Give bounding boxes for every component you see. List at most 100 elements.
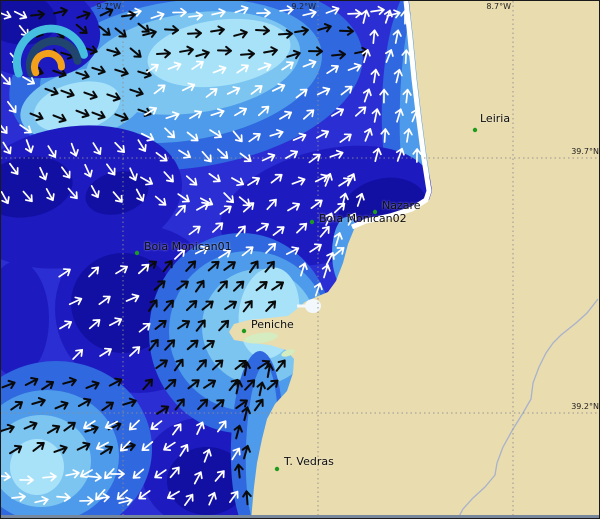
flow-arrow [52,113,67,123]
flow-arrow [326,64,339,75]
flow-arrow [201,300,214,311]
flow-arrow [354,106,367,117]
flow-arrow [216,420,227,433]
flow-arrow [163,171,174,183]
flow-arrow [106,163,116,176]
lagoon [305,299,321,313]
flow-arrow [169,466,180,479]
flow-arrow [147,299,158,312]
flow-arrow [79,496,94,506]
flow-arrow [370,5,385,16]
flow-arrow [248,132,261,143]
flow-arrow [162,260,173,273]
wave-arcs-logo [12,24,88,78]
flow-arrow [95,488,106,501]
flow-arrow [67,187,78,200]
flow-arrow [186,131,199,142]
flow-arrow [325,5,340,15]
flow-arrow [53,444,68,454]
flow-arrow [395,147,405,162]
flow-arrow [207,260,220,272]
flow-arrow [45,188,55,202]
flow-arrow [231,447,241,461]
flow-arrow [163,441,176,451]
flow-arrow [372,147,382,163]
flow-arrow [177,193,190,203]
flow-arrow [60,88,75,99]
flow-arrow [347,212,357,226]
flow-arrow [202,448,212,463]
flow-arrow [98,25,111,36]
flow-arrow [98,295,111,306]
flow-arrow [188,11,203,21]
flow-arrow [242,202,255,213]
flow-arrow [127,7,142,17]
flow-arrow [403,128,413,143]
flow-arrow [53,6,68,17]
flow-arrow [13,10,28,20]
flow-arrow [340,85,353,96]
flow-arrow [316,86,331,96]
flow-arrow [135,188,145,202]
flow-arrow [232,280,245,292]
flow-arrow [132,468,145,479]
flow-arrow [285,149,299,159]
flow-arrow [402,88,412,104]
flow-arrow [394,108,404,123]
flow-arrow [32,441,45,452]
flow-arrow [164,339,176,351]
flow-arrow [253,398,264,412]
flow-arrow [242,490,252,506]
flow-arrow [79,469,93,479]
flow-arrow [19,475,34,485]
flow-arrow [193,471,203,485]
flow-arrow [77,397,92,407]
flow-arrow [266,198,277,211]
flow-arrow [234,5,249,15]
flow-arrow [10,400,23,411]
flow-arrow [208,491,217,506]
flow-arrow [165,111,180,121]
flow-arrow [155,151,168,162]
flow-arrow [150,11,165,21]
flow-arrow [256,381,266,397]
flow-arrow [144,260,158,271]
town-marker-dot [274,466,280,472]
buoy-marker-dot[interactable] [134,250,140,256]
flow-arrow [355,192,365,207]
flow-arrow [141,441,154,452]
flow-arrow [44,87,59,97]
flow-arrow [91,110,106,120]
flow-arrow [188,225,201,236]
flow-arrow [333,232,343,247]
flow-arrow [332,246,345,257]
flow-arrow [118,496,133,506]
flow-arrow [212,399,225,410]
flow-arrow [233,29,248,39]
flow-arrow [46,424,61,434]
flow-arrow [154,195,167,206]
flow-arrow [261,152,276,162]
flow-arrow [65,469,80,479]
flow-arrow [62,376,77,387]
flow-arrow [279,5,294,15]
shallow-patch [281,349,295,357]
flow-arrow [112,191,123,203]
flow-arrow [47,145,57,158]
flow-arrow [88,319,101,330]
flow-arrow [191,60,204,70]
flow-arrow [364,127,373,142]
flow-arrow [235,399,248,410]
flow-arrow [63,421,76,432]
flow-arrow [167,61,182,71]
flow-arrow [209,129,222,139]
flow-arrow [339,133,352,143]
flow-arrow [218,319,230,332]
flow-arrow [24,139,34,154]
flow-arrow [401,49,411,65]
town-marker-dot [472,127,478,133]
flow-arrow [150,420,163,430]
buoy-marker-dot[interactable] [309,219,315,225]
flow-arrow [210,25,225,36]
